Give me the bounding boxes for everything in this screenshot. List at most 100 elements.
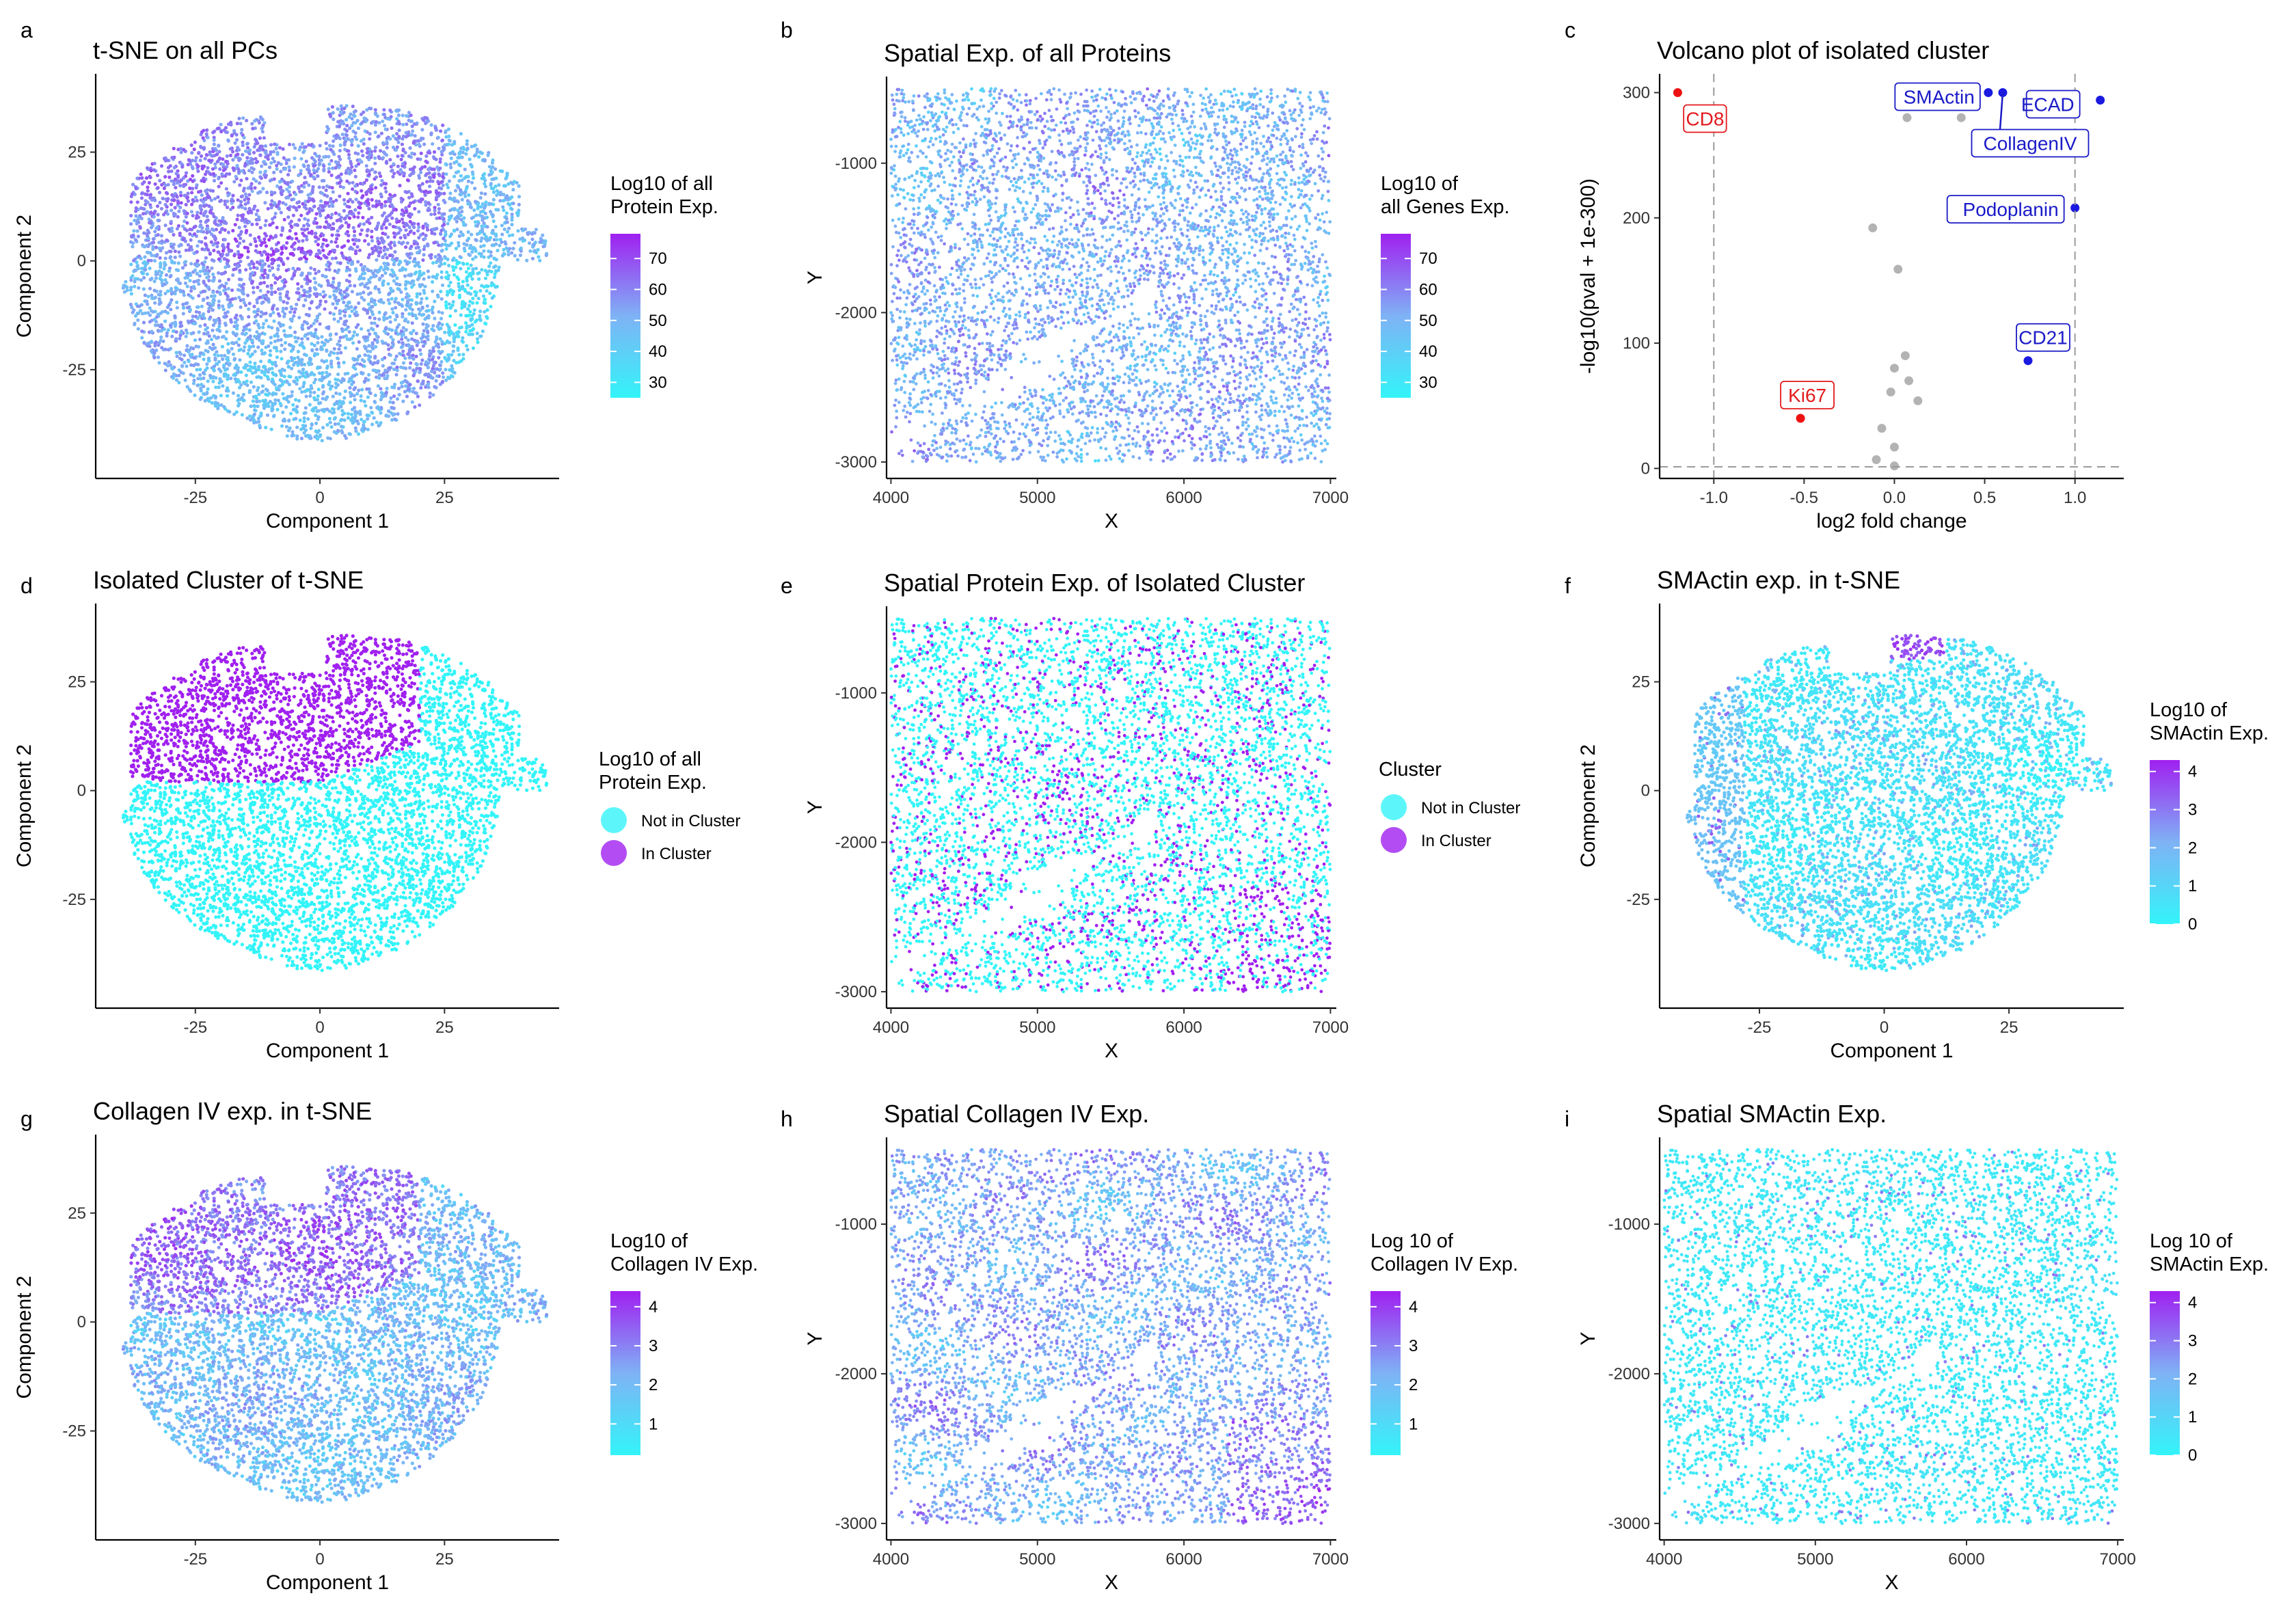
data-point <box>316 256 320 259</box>
data-point <box>256 323 260 326</box>
data-point <box>496 249 499 252</box>
data-point <box>244 150 247 153</box>
data-point <box>276 327 280 330</box>
data-point <box>455 228 459 231</box>
data-point <box>316 394 320 398</box>
data-point <box>186 191 189 195</box>
data-point <box>375 369 379 373</box>
data-point <box>346 293 349 297</box>
data-point <box>427 275 431 279</box>
data-point <box>137 327 140 331</box>
data-point <box>340 172 343 176</box>
data-point <box>506 230 509 234</box>
data-point <box>154 276 158 280</box>
data-point <box>188 279 191 282</box>
data-point <box>257 215 260 219</box>
data-point <box>426 304 429 308</box>
data-point <box>258 338 261 342</box>
data-point <box>388 158 392 161</box>
data-point <box>196 230 200 233</box>
data-point <box>314 434 318 437</box>
data-point <box>190 151 193 154</box>
data-point <box>296 282 299 286</box>
data-point <box>199 219 202 223</box>
data-point <box>285 241 288 245</box>
data-point <box>444 301 448 304</box>
data-point <box>232 180 236 183</box>
data-point <box>373 316 377 320</box>
data-point <box>174 249 177 253</box>
data-point <box>287 375 291 378</box>
data-point <box>440 360 443 364</box>
data-point <box>355 325 358 329</box>
data-point <box>271 258 275 261</box>
data-point <box>353 230 356 233</box>
data-point <box>423 193 427 196</box>
data-point <box>278 321 281 325</box>
data-point <box>299 157 303 161</box>
data-point <box>376 114 379 118</box>
data-point <box>373 149 377 152</box>
data-point <box>184 282 187 285</box>
data-point <box>383 204 387 207</box>
data-point <box>190 144 193 147</box>
data-point <box>247 344 251 348</box>
data-point <box>404 308 407 312</box>
data-point <box>301 142 304 146</box>
data-point <box>239 260 242 263</box>
data-point <box>226 342 230 345</box>
data-point <box>477 155 481 159</box>
data-point <box>482 295 485 298</box>
data-point <box>446 340 449 344</box>
data-point <box>217 325 221 328</box>
data-point <box>375 176 378 179</box>
data-point <box>466 308 470 311</box>
data-point <box>213 179 216 182</box>
data-point <box>353 367 357 370</box>
data-point <box>437 203 440 206</box>
data-point <box>424 154 428 158</box>
data-point <box>267 157 270 161</box>
data-point <box>472 327 475 331</box>
data-point <box>211 329 214 332</box>
data-point <box>190 210 193 213</box>
data-point <box>387 282 390 286</box>
data-point <box>422 329 426 332</box>
data-point <box>237 234 241 237</box>
data-point <box>259 116 262 119</box>
data-point <box>390 126 393 130</box>
data-point <box>256 286 259 289</box>
data-point <box>279 170 282 173</box>
data-point <box>324 300 327 303</box>
data-point <box>403 172 406 175</box>
data-point <box>357 340 361 344</box>
data-point <box>404 287 407 290</box>
data-point <box>275 152 279 156</box>
data-point <box>267 290 270 294</box>
data-point <box>170 208 173 212</box>
data-point <box>528 249 532 253</box>
data-point <box>478 335 482 338</box>
data-point <box>410 298 414 301</box>
data-point <box>412 387 416 390</box>
data-point <box>277 398 280 402</box>
data-point <box>336 302 339 306</box>
data-point <box>374 186 377 189</box>
data-point <box>226 294 229 297</box>
data-point <box>459 206 462 210</box>
data-point <box>415 367 418 370</box>
data-point <box>411 390 415 394</box>
data-point <box>178 254 182 258</box>
data-point <box>258 326 261 329</box>
data-point <box>510 223 513 226</box>
data-point <box>361 194 364 198</box>
data-point <box>450 143 454 146</box>
data-point <box>164 256 167 260</box>
data-point <box>131 311 135 314</box>
data-point <box>294 232 297 235</box>
data-point <box>345 118 348 122</box>
data-point <box>175 355 178 358</box>
data-point <box>502 199 505 202</box>
data-point <box>156 204 159 208</box>
data-point <box>243 136 246 139</box>
